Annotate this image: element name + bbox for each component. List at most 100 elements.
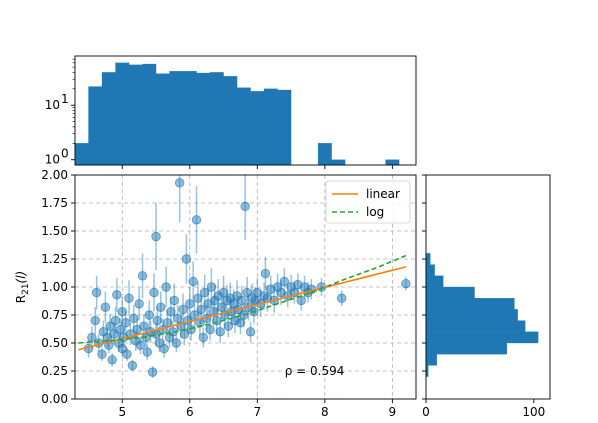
log-fit-line bbox=[78, 254, 407, 344]
scatter-point bbox=[245, 327, 256, 337]
scatter-point bbox=[90, 315, 100, 326]
right-histogram-bar bbox=[425, 286, 475, 299]
scatter-point bbox=[186, 324, 196, 335]
right-histogram-bar bbox=[425, 309, 518, 321]
right-histogram-panel: 0 100 bbox=[422, 174, 551, 419]
scatter-point bbox=[193, 293, 203, 303]
scatter-point bbox=[129, 313, 139, 324]
scatter-point bbox=[237, 295, 247, 306]
x-tick-label: 7 bbox=[253, 405, 261, 419]
top-y-tick-exponent: 0 bbox=[61, 147, 69, 161]
top-histogram-bar bbox=[277, 89, 292, 166]
scatter-point bbox=[199, 287, 210, 298]
top-histogram-bar bbox=[236, 87, 251, 166]
scatter-point bbox=[105, 321, 115, 331]
right-x-tick-label: 0 bbox=[422, 405, 430, 419]
right-histogram-bar bbox=[425, 298, 515, 310]
scatter-point bbox=[181, 254, 192, 264]
y-tick-label: 0.25 bbox=[41, 364, 68, 378]
top-histogram-bar bbox=[250, 91, 265, 166]
scatter-point bbox=[205, 324, 215, 335]
right-histogram-bar bbox=[425, 320, 526, 332]
scatter-point bbox=[147, 367, 158, 377]
legend-label-log: log bbox=[366, 205, 384, 219]
scatter-panel: 5 6 7 8 9 0.00 0.25 0.50 0.75 1.00 1.25 1.50 1.75 2.0… bbox=[14, 168, 417, 419]
scatter-point bbox=[115, 324, 125, 335]
scatter-point bbox=[159, 343, 169, 354]
scatter-point bbox=[100, 302, 111, 312]
legend-label-linear: linear bbox=[366, 187, 400, 201]
scatter-point bbox=[235, 318, 246, 328]
y-axis-label: R21(l) bbox=[14, 271, 31, 304]
scatter-point bbox=[122, 349, 132, 359]
top-histogram-bar bbox=[128, 64, 143, 166]
scatter-point bbox=[198, 332, 208, 343]
scatter-point bbox=[139, 321, 149, 331]
y-tick-label: 1.75 bbox=[41, 196, 68, 210]
top-histogram-bar bbox=[196, 72, 211, 166]
top-histogram-bar bbox=[142, 63, 157, 166]
y-tick-label: 0.00 bbox=[41, 392, 68, 406]
x-tick-label: 6 bbox=[186, 405, 194, 419]
right-histogram-bar bbox=[425, 253, 431, 265]
scatter-point bbox=[149, 287, 159, 298]
right-histogram-bar bbox=[425, 342, 508, 355]
scatter-point bbox=[112, 290, 122, 300]
top-histogram-bar bbox=[209, 72, 224, 166]
scatter-point bbox=[151, 231, 161, 242]
scatter-point bbox=[206, 282, 217, 292]
scatter-point bbox=[166, 306, 176, 317]
scatter-point bbox=[87, 332, 97, 343]
scatter-point bbox=[144, 310, 154, 320]
scatter-point bbox=[152, 315, 163, 326]
scatter-point bbox=[279, 276, 290, 287]
scatter-point bbox=[127, 360, 138, 371]
scatter-point bbox=[401, 278, 411, 289]
legend-box bbox=[325, 180, 411, 224]
scatter-point bbox=[218, 287, 229, 298]
scatter-point bbox=[120, 318, 131, 328]
top-y-tick-label: 10 bbox=[45, 153, 60, 167]
correlation-annotation: ρ = 0.594 bbox=[285, 364, 345, 378]
scatter-point bbox=[215, 327, 225, 337]
linear-fit-line bbox=[78, 266, 407, 351]
y-axis-label-suffix: (l) bbox=[14, 271, 28, 284]
scatter-point bbox=[337, 293, 347, 303]
legend: linear log bbox=[325, 180, 411, 224]
y-tick-label: 0.75 bbox=[41, 308, 68, 322]
y-tick-label: 2.00 bbox=[41, 168, 68, 182]
top-histogram-bar bbox=[115, 62, 130, 166]
scatter-point bbox=[97, 349, 107, 359]
scatter-point bbox=[174, 178, 185, 188]
scatter-point bbox=[161, 282, 171, 292]
x-tick-label: 8 bbox=[321, 405, 329, 419]
scatter-point bbox=[124, 293, 134, 303]
top-histogram-bar bbox=[263, 88, 278, 166]
right-histogram-bar bbox=[425, 264, 435, 276]
scatter-point bbox=[110, 315, 121, 326]
scatter-point bbox=[142, 347, 152, 357]
top-histogram-bar bbox=[169, 71, 184, 166]
scatter-point bbox=[172, 313, 183, 324]
scatter-point bbox=[134, 299, 144, 309]
scatter-point bbox=[117, 306, 127, 317]
y-axis-label-main: R bbox=[14, 295, 28, 303]
y-tick-label: 1.25 bbox=[41, 252, 68, 266]
scatter-point bbox=[137, 271, 148, 281]
top-y-tick-label: 10 bbox=[45, 98, 60, 112]
right-histogram-bar bbox=[425, 331, 539, 344]
top-histogram-bar bbox=[101, 72, 116, 166]
top-histogram-bar bbox=[223, 76, 238, 166]
scatter-point bbox=[156, 302, 166, 312]
right-x-tick-label: 100 bbox=[522, 405, 545, 419]
scatter-point bbox=[169, 295, 179, 306]
y-tick-label: 1.50 bbox=[41, 224, 68, 238]
y-axis-label-sub: 21 bbox=[21, 283, 31, 294]
scatter-point bbox=[188, 276, 198, 287]
scatter-point bbox=[107, 355, 117, 365]
scatter-point bbox=[216, 302, 227, 312]
y-tick-label: 1.00 bbox=[41, 280, 68, 294]
top-histogram-bar bbox=[331, 159, 346, 166]
